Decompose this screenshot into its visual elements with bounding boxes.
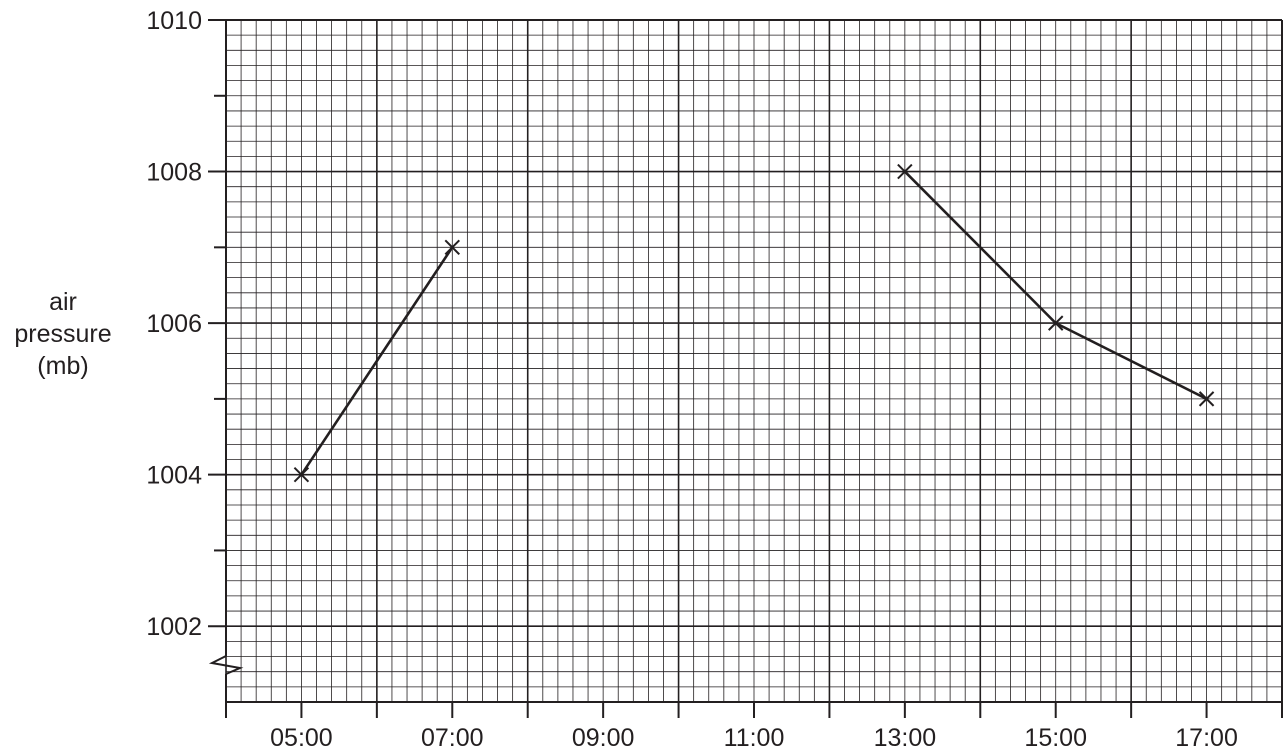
x-tick-label: 09:00	[572, 724, 635, 752]
x-tick-labels: 05:00 07:00 09:00 11:00 13:00 15:00 17:00	[270, 724, 1238, 752]
y-tick-label: 1004	[146, 462, 202, 490]
x-tick-label: 17:00	[1175, 724, 1238, 752]
y-tick-labels: 1002 1004 1006 1008 1010	[146, 7, 202, 641]
minor-grid	[226, 20, 1282, 702]
y-tick-label: 1002	[146, 613, 202, 641]
y-tick-label: 1008	[146, 159, 202, 187]
x-tick-label: 05:00	[270, 724, 333, 752]
x-tick-label: 15:00	[1024, 724, 1087, 752]
x-tick-label: 11:00	[724, 724, 785, 752]
y-tick-label: 1010	[146, 7, 202, 35]
axes	[208, 20, 1282, 718]
y-axis-label-line: pressure	[14, 320, 111, 348]
x-tick-label: 07:00	[421, 724, 484, 752]
y-tick-label: 1006	[146, 310, 202, 338]
y-axis-label-line: air	[49, 288, 77, 316]
y-axis-label: air pressure (mb)	[14, 288, 111, 380]
x-tick-label: 13:00	[874, 724, 937, 752]
y-axis-label-line: (mb)	[37, 352, 88, 380]
